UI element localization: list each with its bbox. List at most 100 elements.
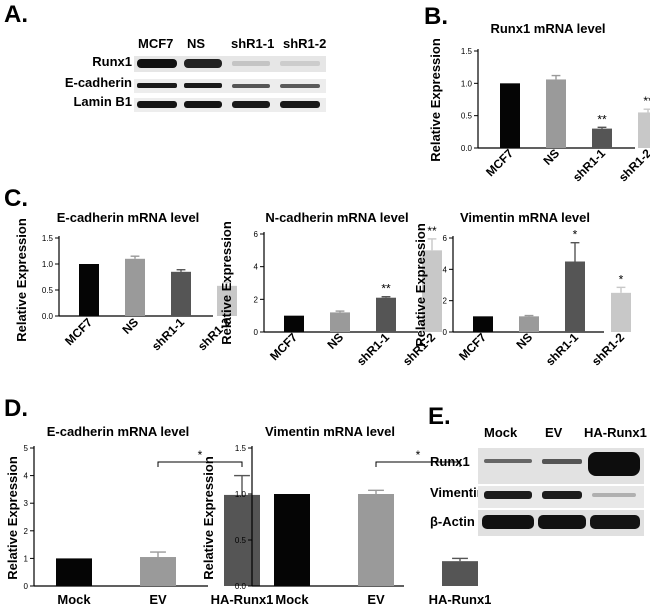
category-label-ns: NS — [324, 330, 346, 352]
category-label-mcf7: MCF7 — [267, 330, 300, 363]
category-label-ns: NS — [540, 146, 562, 168]
band-e-vim-ev — [542, 491, 582, 499]
category-label-mock: Mock — [275, 592, 309, 607]
significance-bracket — [375, 461, 461, 467]
y-tick-label: 2 — [254, 295, 259, 304]
significance-shr1-2: * — [619, 272, 624, 286]
y-axis-label: Relative Expression — [219, 221, 234, 345]
band-a-lamin-ns — [184, 101, 222, 108]
chart-runx1-mrna: Runx1 mRNA level Relative Expression 0.0 0.… — [428, 21, 650, 184]
category-label-ha-runx1: HA-Runx1 — [429, 592, 492, 607]
y-axis-label: Relative Expression — [413, 223, 428, 347]
band-e-vim-mock — [484, 491, 532, 499]
chart-ecadherin-mrna: E-cadherin mRNA level Relative Expression… — [14, 210, 237, 353]
band-e-runx1-mock — [484, 459, 532, 463]
band-e-vim-ha — [592, 493, 636, 497]
y-tick-label: 1 — [24, 554, 29, 563]
y-tick-label: 4 — [24, 472, 29, 481]
y-axis-label: Relative Expression — [201, 456, 216, 580]
bar-shr1-1 — [592, 128, 612, 148]
panel-letter-a: A. — [4, 1, 28, 28]
category-label-shr1-1: shR1-1 — [354, 330, 392, 368]
category-label-ns: NS — [119, 315, 141, 337]
category-label-mcf7: MCF7 — [62, 315, 95, 348]
bar-ha-runx1 — [224, 494, 260, 586]
band-a-lamin-shr1-1 — [232, 101, 270, 108]
y-tick-label: 0.5 — [461, 112, 473, 121]
band-a-runx1-ns — [184, 59, 222, 68]
chart-vimentin-mrna: Vimentin mRNA level Relative Expression 0 2… — [413, 210, 631, 368]
bar-ns — [519, 316, 539, 332]
band-a-runx1-mcf7 — [137, 59, 177, 68]
blot-a-lane-2: NS — [187, 36, 205, 51]
category-label-shr1-1: shR1-1 — [543, 330, 581, 368]
category-label-shr1-1: shR1-1 — [149, 315, 187, 353]
y-tick-label: 0.0 — [235, 582, 247, 591]
blot-a-row-1: Runx1 — [92, 54, 132, 69]
bar-mcf7 — [79, 264, 99, 316]
y-tick-label: 0 — [24, 582, 29, 591]
blot-e-row-2: Vimentin — [430, 485, 485, 500]
bar-mock — [274, 494, 310, 586]
y-tick-label: 1.5 — [235, 444, 247, 453]
bar-shr1-1 — [376, 297, 396, 332]
blot-e-row-1: Runx1 — [430, 454, 470, 469]
y-axis-label: Relative Expression — [14, 218, 29, 342]
chart-title: Vimentin mRNA level — [265, 424, 395, 439]
blot-a-membrane-1 — [134, 56, 326, 72]
y-tick-label: 0.5 — [235, 536, 247, 545]
band-a-ecad-mcf7 — [137, 83, 177, 88]
y-tick-label: 0.0 — [42, 312, 54, 321]
y-tick-label: 6 — [443, 234, 448, 243]
category-label-ns: NS — [513, 330, 535, 352]
bar-ev — [140, 557, 176, 586]
band-a-ecad-shr1-1 — [232, 84, 270, 88]
y-tick-label: 1.5 — [42, 234, 54, 243]
chart-title: Runx1 mRNA level — [490, 21, 605, 36]
bar-shr1-1 — [171, 271, 191, 316]
band-a-ecad-shr1-2 — [280, 84, 320, 88]
panel-a-blot: MCF7 NS shR1-1 shR1-2 Runx1 E-cadherin L… — [65, 36, 326, 112]
band-a-ecad-ns — [184, 83, 222, 88]
significance-shr1-2: ** — [643, 94, 650, 108]
band-e-runx1-ha — [588, 452, 640, 476]
blot-a-lane-1: MCF7 — [138, 36, 173, 51]
bar-ns — [546, 79, 566, 148]
category-label-ha-runx1: HA-Runx1 — [211, 592, 274, 607]
bar-shr1-2 — [611, 292, 631, 332]
chart-title: E-cadherin mRNA level — [57, 210, 200, 225]
category-label-ev: EV — [149, 592, 167, 607]
y-tick-label: 1.0 — [42, 260, 54, 269]
bar-shr1-2 — [217, 285, 237, 316]
band-e-actin-ev — [538, 515, 586, 529]
panel-letter-c: C. — [4, 185, 28, 212]
panel-letter-b: B. — [424, 3, 448, 30]
band-a-runx1-shr1-1 — [232, 61, 270, 66]
bar-shr1-2 — [638, 112, 650, 148]
panel-letter-d: D. — [4, 395, 28, 422]
y-tick-label: 2 — [24, 527, 29, 536]
bar-mock — [56, 558, 92, 586]
bar-shr1-1 — [565, 261, 585, 332]
bar-ns — [125, 258, 145, 316]
blot-a-row-3: Lamin B1 — [73, 94, 132, 109]
significance-shr1-2: ** — [427, 224, 437, 238]
blot-e-lane-3: HA-Runx1 — [584, 425, 647, 440]
y-tick-label: 2 — [443, 297, 448, 306]
category-label-shr1-2: shR1-2 — [589, 330, 627, 368]
bracket-label: * — [198, 448, 203, 462]
band-e-actin-ha — [590, 515, 640, 529]
blot-a-membrane-2 — [134, 79, 326, 93]
band-a-runx1-shr1-2 — [280, 61, 320, 66]
band-e-runx1-ev — [542, 459, 582, 464]
blot-e-row-3: β-Actin — [430, 514, 475, 529]
bar-mcf7 — [500, 83, 520, 148]
y-tick-label: 4 — [254, 263, 259, 272]
category-label-shr1-2: shR1-2 — [616, 146, 650, 184]
y-tick-label: 1.0 — [461, 79, 473, 88]
blot-e-lane-2: EV — [545, 425, 563, 440]
band-e-actin-mock — [482, 515, 534, 529]
category-label-ev: EV — [367, 592, 385, 607]
panel-e-blot: Mock EV HA-Runx1 Runx1 Vimentin β-Actin — [430, 425, 647, 536]
blot-a-lane-3: shR1-1 — [231, 36, 274, 51]
